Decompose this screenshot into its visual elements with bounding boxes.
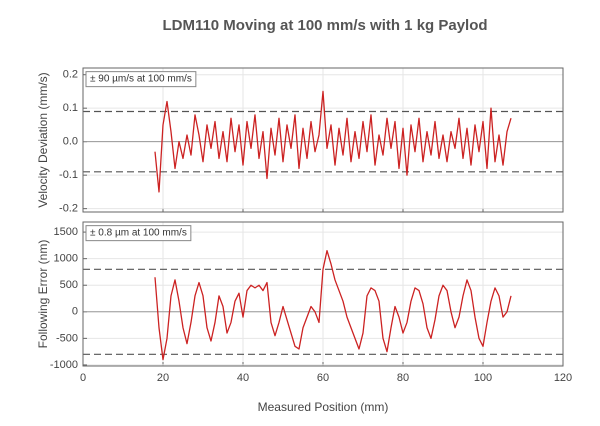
y-tick-label: 1500 <box>54 226 78 238</box>
x-axis-label: Measured Position (mm) <box>258 400 389 414</box>
x-tick-label: 40 <box>237 372 249 384</box>
plot-frame <box>82 67 564 213</box>
y-tick-label: 0.1 <box>63 102 78 114</box>
data-line <box>154 250 512 361</box>
y-axis-label: Following Error (nm) <box>36 240 50 349</box>
x-tick-label: 80 <box>397 372 409 384</box>
x-tick-label: 20 <box>157 372 169 384</box>
y-tick-label: 1000 <box>54 253 78 265</box>
y-tick-label: -0.1 <box>59 169 78 181</box>
annotation-box <box>85 225 192 242</box>
y-tick-label: 0.0 <box>63 136 78 148</box>
annotation: ± 0.8 µm at 100 mm/s <box>90 228 187 239</box>
x-tick-label: 0 <box>80 372 86 384</box>
plot-frame <box>82 221 564 367</box>
y-tick-label: 0.2 <box>63 69 78 81</box>
y-tick-label: 500 <box>60 279 78 291</box>
y-tick-label: -500 <box>56 332 78 344</box>
y-axis-label: Velocity Deviation (mm/s) <box>36 72 50 207</box>
y-tick-label: -1000 <box>50 359 78 371</box>
y-tick-label: -0.2 <box>59 203 78 215</box>
x-tick-label: 60 <box>317 372 329 384</box>
x-tick-label: 120 <box>554 372 572 384</box>
data-line <box>154 90 512 193</box>
annotation: ± 90 µm/s at 100 mm/s <box>90 74 192 85</box>
chart-title: LDM110 Moving at 100 mm/s with 1 kg Payl… <box>162 17 487 34</box>
x-tick-label: 100 <box>474 372 492 384</box>
annotation-box <box>85 71 197 88</box>
y-tick-label: 0 <box>72 306 78 318</box>
